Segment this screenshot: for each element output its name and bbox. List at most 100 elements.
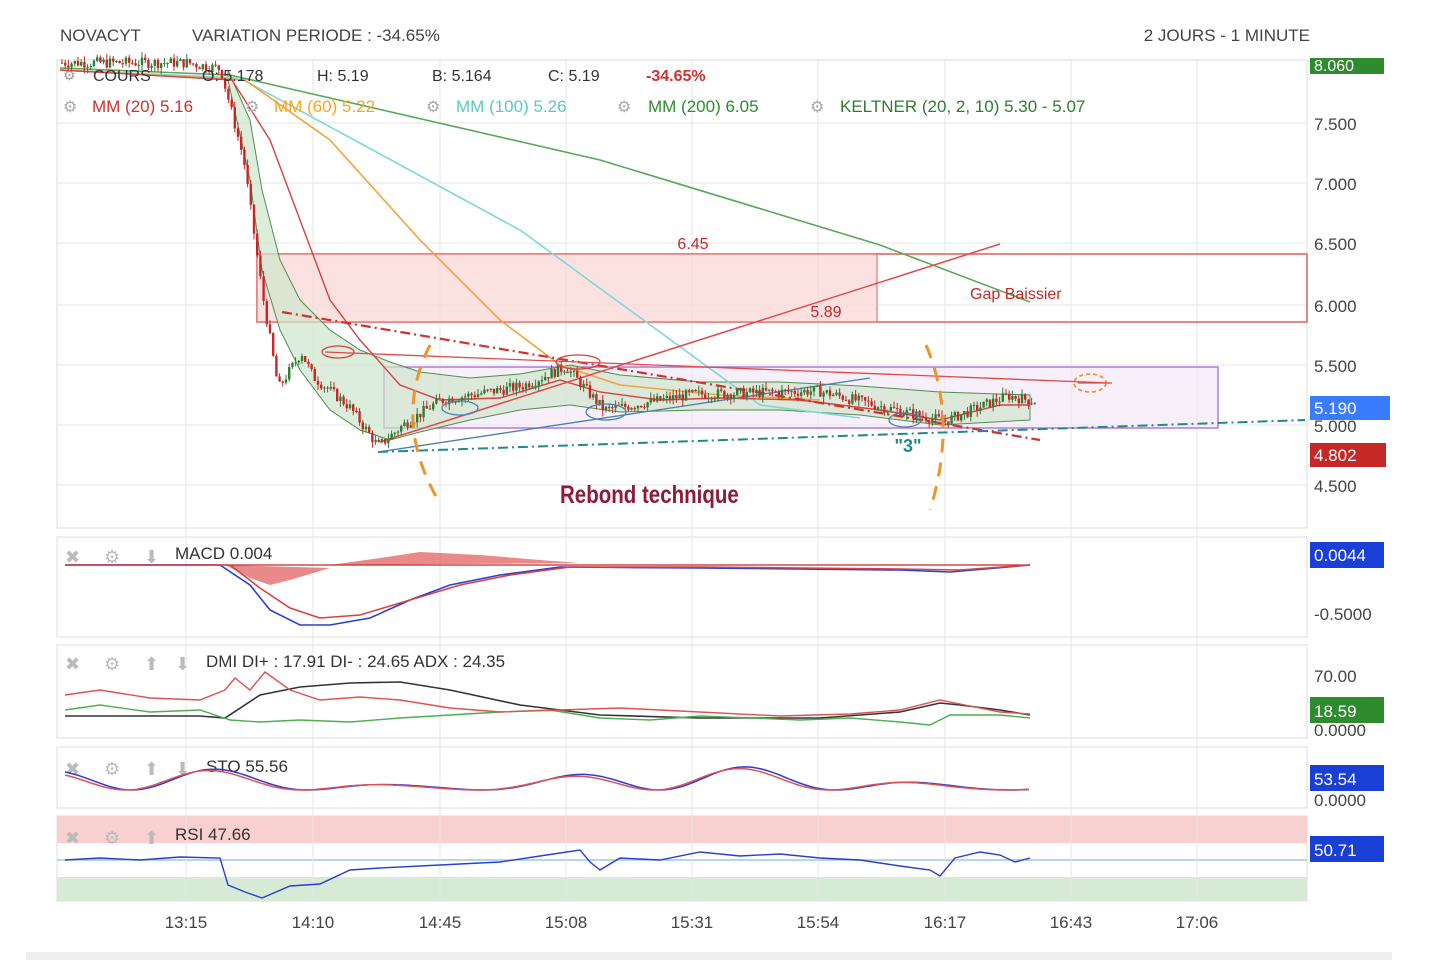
- macd-histogram-pos: [330, 552, 580, 565]
- close-icon[interactable]: ✖: [65, 759, 80, 779]
- candle-body: [435, 398, 438, 404]
- candle-body: [291, 362, 294, 368]
- candle-body: [313, 369, 316, 381]
- candle-body: [70, 63, 73, 68]
- arrow-down-icon[interactable]: ⬇: [144, 547, 159, 567]
- candle-body: [259, 255, 262, 277]
- candle-body: [851, 394, 854, 404]
- candle-body: [284, 379, 288, 383]
- candle-body: [332, 386, 336, 390]
- candle-body: [416, 413, 419, 423]
- close-icon[interactable]: ✖: [65, 828, 80, 848]
- price-legend: ⚙ COURS O: 5.178 H: 5.19 B: 5.164 C: 5.1…: [63, 67, 1085, 116]
- candle-body: [249, 183, 252, 205]
- bottom-strip: [26, 952, 1392, 960]
- arrow-down-icon[interactable]: ⬇: [175, 654, 190, 674]
- candle-body: [60, 62, 64, 64]
- candle-body: [992, 398, 995, 408]
- candle-body: [963, 411, 966, 415]
- candle-body: [899, 408, 902, 417]
- rsi-oversold-zone: [57, 877, 1307, 901]
- candle-body: [1008, 393, 1011, 400]
- candle-body: [918, 411, 921, 416]
- candle-body: [582, 383, 585, 388]
- candle-body: [310, 364, 313, 370]
- candle-body: [1014, 396, 1017, 399]
- gear-icon[interactable]: ⚙: [63, 67, 76, 83]
- rebound-bracket-left: [411, 344, 440, 501]
- candle-body: [492, 388, 496, 394]
- arrow-up-icon[interactable]: ⬆: [144, 828, 159, 848]
- candle-body: [188, 59, 192, 64]
- close-icon[interactable]: ✖: [65, 547, 80, 567]
- candle-body: [198, 67, 201, 69]
- candle-body: [262, 276, 265, 301]
- candle-body: [96, 57, 99, 61]
- candle-body: [969, 405, 972, 417]
- price-tick-label: 4.500: [1314, 477, 1357, 496]
- candle-body: [723, 390, 726, 398]
- gear-icon[interactable]: ⚙: [245, 99, 259, 116]
- gear-icon[interactable]: ⚙: [104, 654, 120, 674]
- candle-body: [134, 63, 137, 66]
- candle-body: [787, 389, 790, 392]
- candle-body: [489, 388, 492, 390]
- gear-icon[interactable]: ⚙: [63, 99, 77, 116]
- candle-body: [329, 386, 332, 389]
- candle-body: [732, 394, 736, 399]
- candle-body: [393, 432, 396, 434]
- candle-body: [451, 398, 454, 403]
- macd-badge: [1310, 542, 1384, 568]
- timeframe-label[interactable]: 2 JOURS - 1 MINUTE: [1143, 26, 1310, 45]
- candle-body: [764, 387, 768, 391]
- price-tick-label: 5.000: [1314, 417, 1357, 436]
- candle-body: [540, 380, 544, 382]
- candle-body: [304, 356, 307, 362]
- candle-body: [790, 390, 793, 392]
- candle-body: [268, 324, 272, 334]
- gear-icon[interactable]: ⚙: [104, 547, 120, 567]
- gear-icon[interactable]: ⚙: [810, 99, 824, 116]
- keltner-label: KELTNER (20, 2, 10) 5.30 - 5.07: [840, 97, 1085, 116]
- candle-body: [345, 404, 348, 409]
- sto-axis-bottom: 0.0000: [1314, 791, 1366, 810]
- di-minus-line: [64, 671, 1031, 717]
- candle-body: [844, 399, 848, 401]
- candle-body: [454, 401, 457, 403]
- candle-body: [694, 389, 697, 392]
- macd-signal-line: [65, 564, 1031, 619]
- candle-body: [1033, 403, 1036, 405]
- ohlc-high: H: 5.19: [317, 68, 369, 85]
- candle-body: [921, 415, 924, 418]
- candle-body: [867, 400, 870, 402]
- candle-body: [144, 57, 147, 60]
- candle-body: [684, 390, 688, 401]
- marker-ellipse: [888, 412, 922, 428]
- ohlc-close: C: 5.19: [548, 68, 600, 85]
- candle-body: [681, 394, 684, 401]
- candle-body: [646, 402, 649, 408]
- candle-body: [652, 398, 656, 402]
- candle-body: [457, 401, 460, 403]
- gear-icon[interactable]: ⚙: [617, 99, 631, 116]
- candle-body: [348, 404, 352, 409]
- symbol-title: NOVACYT: [60, 26, 141, 45]
- arrow-up-icon[interactable]: ⬆: [144, 759, 159, 779]
- arrow-up-icon[interactable]: ⬆: [144, 654, 159, 674]
- candle-body: [473, 395, 476, 398]
- candle-body: [592, 394, 595, 398]
- candle-body: [480, 393, 483, 395]
- candle-body: [512, 383, 515, 391]
- candle-body: [848, 400, 851, 404]
- candle-body: [156, 60, 160, 69]
- candle-body: [483, 389, 486, 394]
- gear-icon[interactable]: ⚙: [426, 99, 440, 116]
- candle-body: [531, 385, 534, 388]
- gear-icon[interactable]: ⚙: [104, 828, 120, 848]
- gear-icon[interactable]: ⚙: [104, 759, 120, 779]
- candle-body: [86, 66, 89, 68]
- candle-body: [937, 414, 940, 417]
- candle-body: [736, 389, 739, 395]
- close-icon[interactable]: ✖: [65, 654, 80, 674]
